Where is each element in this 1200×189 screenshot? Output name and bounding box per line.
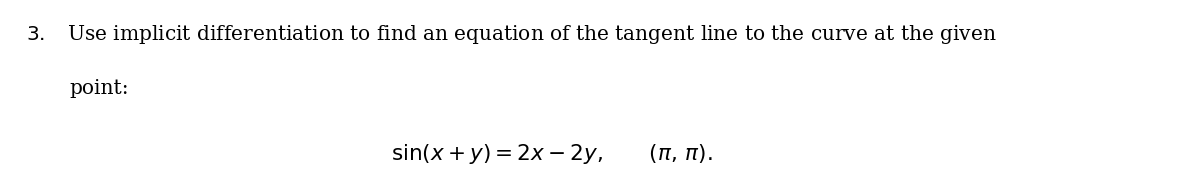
Text: point:: point: [70, 79, 130, 98]
Text: $\sin(x + y) = 2x - 2y, \qquad (\pi,\, \pi).$: $\sin(x + y) = 2x - 2y, \qquad (\pi,\, \… [391, 142, 713, 166]
Text: $3.$$\;$  Use implicit differentiation to find an equation of the tangent line t: $3.$$\;$ Use implicit differentiation to… [26, 23, 997, 46]
